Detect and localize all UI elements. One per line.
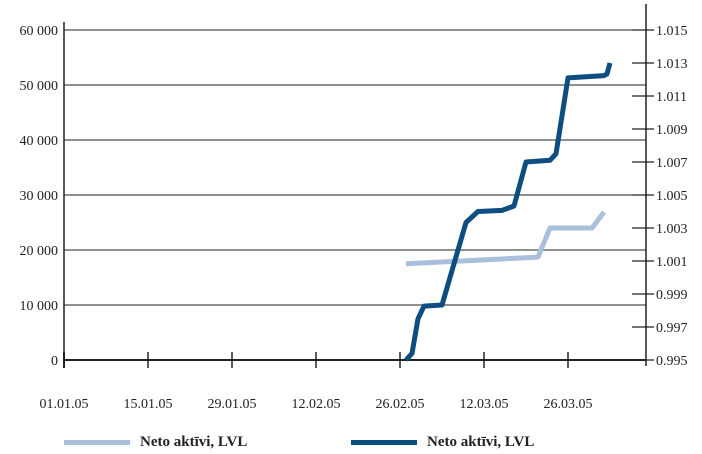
y-right-tick-label: 1.005 bbox=[656, 189, 688, 204]
y-left-tick-label: 40 000 bbox=[20, 134, 59, 149]
y-left-tick-label: 10 000 bbox=[20, 299, 59, 314]
y-left-tick-label: 30 000 bbox=[20, 189, 59, 204]
x-tick-label: 15.01.05 bbox=[124, 397, 173, 412]
legend-label-dark: Neto aktīvi, LVL bbox=[427, 434, 535, 450]
y-right-tick-label: 1.009 bbox=[656, 123, 688, 138]
x-tick-label: 26.03.05 bbox=[544, 397, 593, 412]
x-tick-label: 29.01.05 bbox=[208, 397, 257, 412]
y-right-tick-label: 1.001 bbox=[656, 255, 688, 270]
legend-item-dark: Neto aktīvi, LVL bbox=[351, 434, 534, 451]
y-right-tick-label: 1.011 bbox=[656, 90, 687, 105]
series-line-dark bbox=[404, 62, 613, 362]
x-tick-label: 26.02.05 bbox=[376, 397, 425, 412]
y-left-tick-label: 60 000 bbox=[20, 24, 59, 39]
legend-label-light: Neto aktīvi, LVL bbox=[140, 434, 248, 450]
y-right-tick-label: 1.013 bbox=[656, 57, 688, 72]
x-tick-label: 01.01.05 bbox=[40, 397, 89, 412]
series-line-light bbox=[405, 210, 606, 267]
y-right-tick-label: 1.003 bbox=[656, 222, 688, 237]
y-right-tick-label: 1.015 bbox=[656, 24, 688, 39]
legend-swatch-light bbox=[64, 440, 130, 445]
x-tick-label: 12.03.05 bbox=[460, 397, 509, 412]
y-right-tick-label: 1.007 bbox=[656, 156, 688, 171]
y-right-tick-label: 0.999 bbox=[656, 288, 688, 303]
legend-item-light: Neto aktīvi, LVL bbox=[64, 434, 247, 451]
y-right-tick-label: 0.995 bbox=[656, 354, 688, 369]
legend: Neto aktīvi, LVL Neto aktīvi, LVL bbox=[0, 434, 702, 454]
x-tick-label: 12.02.05 bbox=[292, 397, 341, 412]
y-left-tick-label: 20 000 bbox=[20, 244, 59, 259]
line-chart: 0 10 000 20 000 30 000 40 000 50 000 60 000 0.9… bbox=[20, 4, 688, 412]
y-left-tick-label: 0 bbox=[51, 354, 58, 369]
y-right-tick-label: 0.997 bbox=[656, 321, 688, 336]
legend-swatch-dark bbox=[351, 440, 417, 445]
y-left-tick-label: 50 000 bbox=[20, 79, 59, 94]
